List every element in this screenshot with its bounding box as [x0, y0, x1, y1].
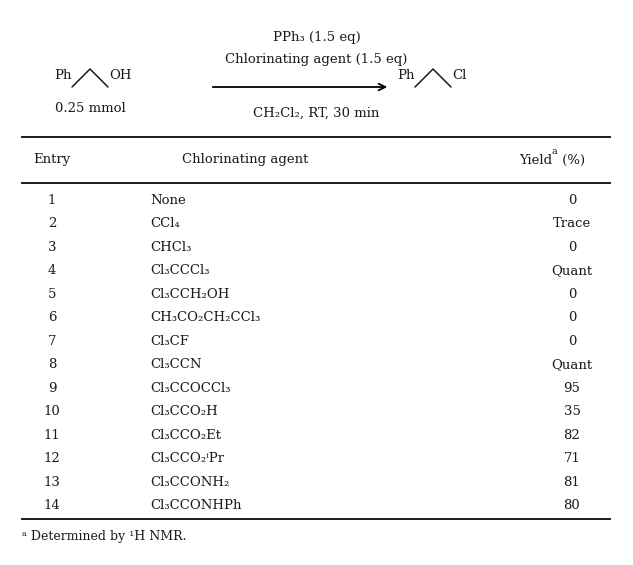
- Text: (%): (%): [558, 154, 585, 167]
- Text: Cl₃CCO₂Et: Cl₃CCO₂Et: [150, 429, 221, 442]
- Text: 5: 5: [48, 288, 56, 301]
- Text: 3: 3: [47, 241, 56, 254]
- Text: 7: 7: [47, 335, 56, 348]
- Text: CH₂Cl₂, RT, 30 min: CH₂Cl₂, RT, 30 min: [253, 106, 380, 120]
- Text: 71: 71: [563, 453, 580, 466]
- Text: 81: 81: [563, 476, 580, 489]
- Text: 0: 0: [568, 241, 576, 254]
- Text: Cl: Cl: [452, 69, 467, 82]
- Text: a: a: [552, 146, 558, 155]
- Text: Cl₃CCO₂H: Cl₃CCO₂H: [150, 406, 218, 419]
- Text: Chlorinating agent: Chlorinating agent: [182, 154, 308, 167]
- Text: Cl₃CCONH₂: Cl₃CCONH₂: [150, 476, 229, 489]
- Text: Quant: Quant: [551, 264, 592, 277]
- Text: 35: 35: [563, 406, 580, 419]
- Text: Ph: Ph: [398, 69, 415, 82]
- Text: 14: 14: [44, 499, 60, 512]
- Text: Cl₃CCN: Cl₃CCN: [150, 359, 201, 372]
- Text: 11: 11: [44, 429, 60, 442]
- Text: CH₃CO₂CH₂CCl₃: CH₃CO₂CH₂CCl₃: [150, 311, 260, 324]
- Text: 1: 1: [48, 194, 56, 207]
- Text: Cl₃CCONHPh: Cl₃CCONHPh: [150, 499, 242, 512]
- Text: 2: 2: [48, 218, 56, 231]
- Text: 0: 0: [568, 335, 576, 348]
- Text: ᵃ Determined by ¹H NMR.: ᵃ Determined by ¹H NMR.: [22, 531, 187, 544]
- Text: 95: 95: [563, 382, 580, 395]
- Text: CHCl₃: CHCl₃: [150, 241, 191, 254]
- Text: Cl₃CF: Cl₃CF: [150, 335, 189, 348]
- Text: Cl₃CCCl₃: Cl₃CCCl₃: [150, 264, 210, 277]
- Text: 0: 0: [568, 311, 576, 324]
- Text: OH: OH: [109, 69, 132, 82]
- Text: Cl₃CCO₂ⁱPr: Cl₃CCO₂ⁱPr: [150, 453, 224, 466]
- Text: 10: 10: [44, 406, 60, 419]
- Text: CCl₄: CCl₄: [150, 218, 180, 231]
- Text: Cl₃CCH₂OH: Cl₃CCH₂OH: [150, 288, 229, 301]
- Text: 12: 12: [44, 453, 60, 466]
- Text: 0: 0: [568, 194, 576, 207]
- Text: None: None: [150, 194, 185, 207]
- Text: Yield: Yield: [519, 154, 552, 167]
- Text: 80: 80: [563, 499, 580, 512]
- Text: Cl₃CCOCCl₃: Cl₃CCOCCl₃: [150, 382, 230, 395]
- Text: Trace: Trace: [553, 218, 591, 231]
- Text: 13: 13: [44, 476, 60, 489]
- Text: Entry: Entry: [34, 154, 71, 167]
- Text: 82: 82: [563, 429, 580, 442]
- Text: 6: 6: [47, 311, 56, 324]
- Text: 4: 4: [48, 264, 56, 277]
- Text: 8: 8: [48, 359, 56, 372]
- Text: PPh₃ (1.5 eq): PPh₃ (1.5 eq): [273, 31, 360, 44]
- Text: Chlorinating agent (1.5 eq): Chlorinating agent (1.5 eq): [225, 54, 408, 67]
- Text: 0: 0: [568, 288, 576, 301]
- Text: Ph: Ph: [54, 69, 72, 82]
- Text: 0.25 mmol: 0.25 mmol: [54, 102, 125, 115]
- Text: Quant: Quant: [551, 359, 592, 372]
- Text: 9: 9: [47, 382, 56, 395]
